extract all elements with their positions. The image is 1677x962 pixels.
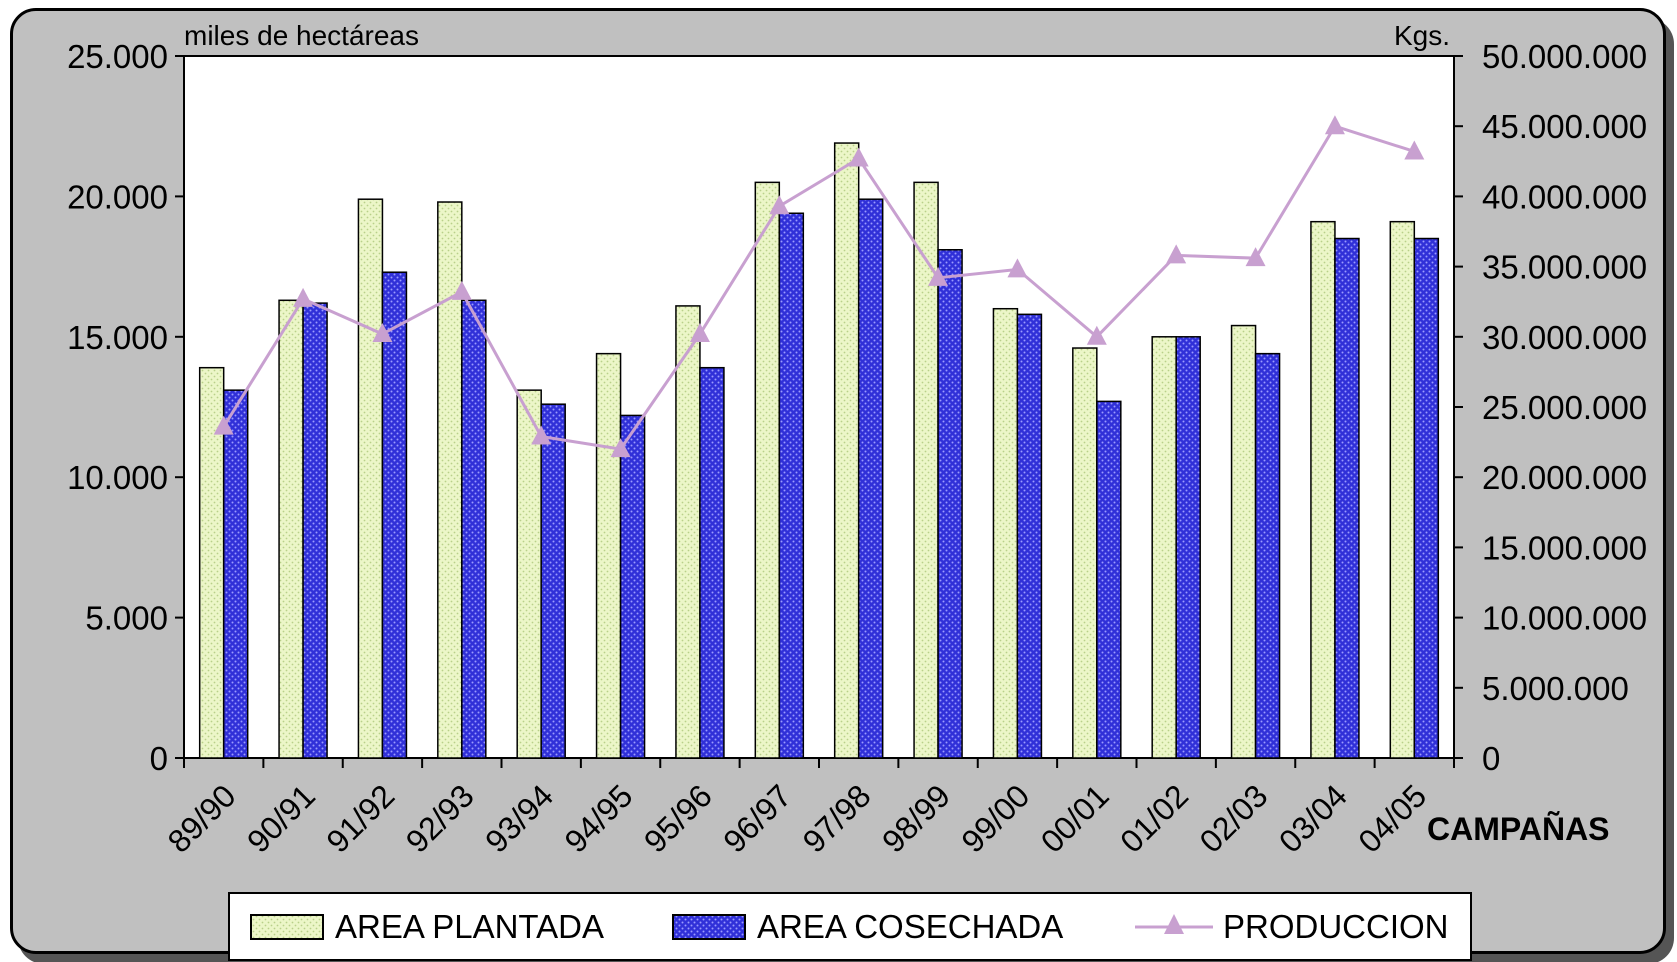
production-point-marker [213,415,234,435]
right-axis-unit-label: Kgs. [1394,20,1450,51]
bar-area-plantada [1389,220,1416,759]
x-category-label: 95/96 [637,777,719,859]
left-tick-label: 5.000 [85,600,168,637]
x-category-label: 89/90 [161,777,243,859]
bar-area-plantada [1230,324,1257,759]
bars [198,142,1440,759]
x-category-label: 02/03 [1192,777,1274,859]
production-line [213,115,1425,458]
production-point-marker [1166,244,1187,264]
left-tick-label: 10.000 [67,459,168,496]
bar-area-cosechada [857,198,884,759]
right-tick-label: 0 [1482,740,1500,777]
right-tick-label: 25.000.000 [1482,389,1647,426]
bar-area-plantada [675,305,701,759]
x-category-label: 91/92 [319,777,401,859]
legend: AREA PLANTADA AREA COSECHADA PRODUCCION [228,892,1472,961]
production-point-marker [1086,325,1107,345]
right-tick-label: 45.000.000 [1482,108,1647,145]
bar-area-cosechada [1254,352,1281,759]
bar-area-plantada [1310,220,1336,759]
right-tick-label: 50.000.000 [1482,38,1647,75]
right-tick-label: 20.000.000 [1482,459,1647,496]
x-category-label: 98/99 [875,777,957,859]
left-tick-label: 25.000 [67,38,168,75]
production-point-marker [769,195,790,215]
production-point-marker [451,280,472,300]
bar-area-cosechada [1175,336,1201,759]
left-axis-unit-label: miles de hectáreas [184,20,419,51]
production-point-marker [1007,258,1028,278]
x-category-label: 03/04 [1272,777,1354,859]
legend-marker-produccion [1164,914,1184,934]
left-axis: 0 5.000 10.000 15.000 20.000 25.000 [67,38,184,777]
x-category-label: 00/01 [1034,777,1116,859]
left-tick-label: 0 [150,740,168,777]
bar-area-cosechada [381,271,408,759]
x-category-label: 90/91 [240,777,322,859]
production-point-marker [928,266,949,286]
bar-area-plantada [437,201,463,759]
bar-area-cosechada [1096,400,1122,759]
production-point-marker [610,438,631,458]
bar-area-plantada [278,299,304,759]
production-series-line [222,124,1415,451]
bar-area-cosechada [619,414,646,759]
production-point-marker [531,425,552,445]
bar-area-plantada [516,389,542,759]
bar-area-plantada [595,352,622,759]
legend-label-area-plantada: AREA PLANTADA [335,908,604,945]
right-tick-label: 35.000.000 [1482,249,1647,286]
legend-label-produccion: PRODUCCION [1223,908,1449,945]
right-tick-label: 10.000.000 [1482,600,1647,637]
bar-area-cosechada [1334,237,1360,759]
right-tick-label: 15.000.000 [1482,529,1647,566]
right-tick-label: 40.000.000 [1482,178,1647,215]
x-category-label: 94/95 [557,777,639,859]
bar-area-cosechada [937,249,963,759]
legend-label-area-cosechada: AREA COSECHADA [757,908,1063,945]
right-tick-label: 5.000.000 [1482,670,1629,707]
x-category-label: 96/97 [716,777,798,859]
bar-area-cosechada [699,366,725,759]
x-category-label: 93/94 [478,777,560,859]
production-point-marker [372,322,393,342]
legend-swatch-area-plantada [250,914,324,940]
bar-area-plantada [1072,347,1098,759]
production-point-marker [848,147,869,167]
production-point-marker [1245,247,1266,267]
bar-area-cosechada [461,299,487,759]
legend-box [228,892,1472,961]
x-axis-title: CAMPAÑAS [1427,811,1610,847]
bar-area-cosechada [302,302,328,759]
x-category-label: 97/98 [796,777,878,859]
right-axis: 0 5.000.000 10.000.000 15.000.000 20.000.000… [1454,38,1647,777]
production-point-marker [1324,115,1345,135]
bar-area-plantada [913,181,939,759]
bar-area-plantada [754,181,781,759]
x-category-label: 01/02 [1113,777,1195,859]
legend-swatch-area-cosechada [672,914,746,940]
x-axis: 89/9090/9191/9292/9393/9494/9595/9696/97… [161,758,1455,860]
bar-area-plantada [992,307,1019,759]
left-tick-label: 20.000 [67,178,168,215]
x-category-label: 04/05 [1351,777,1433,859]
bar-area-cosechada [540,403,566,759]
bar-area-plantada [198,366,225,759]
bar-area-cosechada [1413,237,1440,759]
left-tick-label: 15.000 [67,319,168,356]
x-category-label: 92/93 [399,777,481,859]
production-point-marker [1404,140,1425,160]
x-category-label: 99/00 [954,777,1036,859]
production-point-marker [689,322,710,342]
bar-area-cosechada [222,389,249,759]
bar-area-cosechada [1016,313,1043,759]
bar-area-cosechada [778,212,805,759]
bar-area-plantada [357,198,384,759]
bar-area-plantada [1151,336,1177,759]
bar-area-plantada [833,142,860,759]
right-tick-label: 30.000.000 [1482,319,1647,356]
production-point-marker [293,287,314,307]
